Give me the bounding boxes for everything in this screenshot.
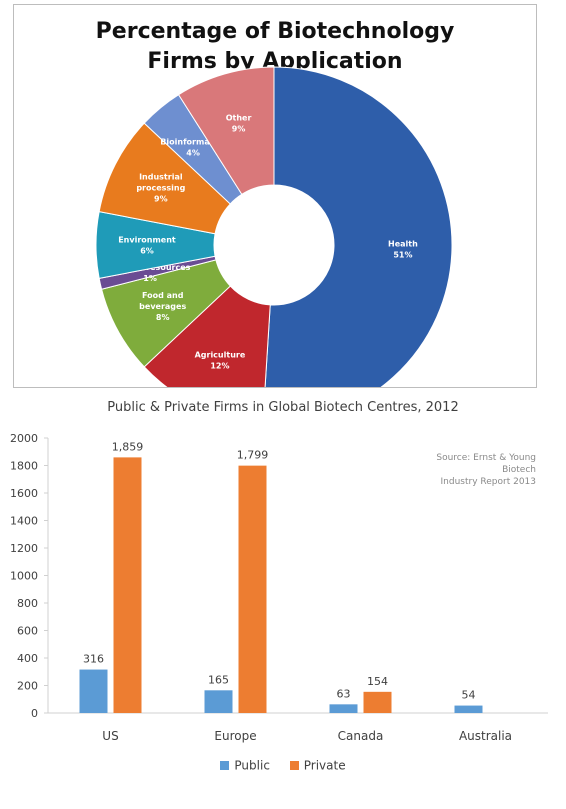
source-annotation: Source: Ernst & Young Biotech Industry R… [408, 452, 536, 488]
source-line-2: Industry Report 2013 [440, 477, 536, 487]
bar-private-europe [238, 465, 267, 713]
y-tick-label-0: 0 [31, 707, 38, 720]
data-label-public-canada: 63 [337, 687, 351, 700]
data-label-public-us: 316 [83, 653, 104, 666]
donut-title-line-1: Percentage of Biotechnology [95, 19, 455, 44]
legend-label-private: Private [303, 758, 346, 773]
donut-slice-health [264, 66, 453, 387]
donut-chart-title: Percentage of Biotechnology Firms by App… [14, 17, 536, 77]
data-label-public-australia: 54 [462, 689, 476, 702]
y-tick-label-200: 200 [17, 680, 38, 693]
y-tick-label-600: 600 [17, 625, 38, 638]
bar-public-australia [454, 705, 483, 713]
y-tick-label-1800: 1800 [10, 460, 38, 473]
donut-label-environment: Environment 6% [118, 236, 176, 256]
x-tick-label-us: US [102, 729, 118, 743]
donut-label-bioinformatics: Bioinformatics 4% [160, 138, 226, 158]
y-tick-label-1200: 1200 [10, 542, 38, 555]
legend-label-public: Public [234, 758, 270, 773]
bar-chart-title: Public & Private Firms in Global Biotech… [107, 400, 459, 415]
donut-slice-other [177, 66, 275, 196]
y-tick-label-1000: 1000 [10, 570, 38, 583]
bar-public-canada [329, 704, 358, 713]
donut-chart-panel: Percentage of Biotechnology Firms by App… [13, 4, 537, 388]
data-label-private-us: 1,859 [112, 440, 144, 453]
donut-label-agriculture: Agriculture 12% [195, 350, 246, 370]
data-label-private-canada: 154 [367, 675, 388, 688]
x-tick-label-canada: Canada [338, 729, 384, 743]
bar-public-europe [204, 690, 233, 713]
y-tick-label-1400: 1400 [10, 515, 38, 528]
legend-item-public: Public [220, 758, 270, 773]
x-tick-label-australia: Australia [459, 729, 512, 743]
donut-label-industrial-processing: Industrial processing 9% [136, 172, 185, 203]
bar-chart: 0 200 400 600 800 1000 1200 1400 1600 1800 2000 316… [10, 432, 548, 743]
bar-private-canada [363, 691, 392, 713]
y-tick-label-800: 800 [17, 597, 38, 610]
legend-item-private: Private [289, 758, 346, 773]
donut-chart: Health 51% Agriculture 12% Food and beverages… [95, 66, 453, 387]
donut-label-health: Health 51% [388, 240, 418, 260]
y-tick-label-2000: 2000 [10, 432, 38, 445]
data-label-private-europe: 1,799 [237, 449, 269, 462]
bar-chart-legend: Public Private [0, 758, 566, 773]
y-tick-label-1600: 1600 [10, 487, 38, 500]
legend-swatch-private [289, 761, 299, 770]
bar-private-us [113, 457, 142, 713]
source-line-1: Source: Ernst & Young Biotech [436, 453, 536, 475]
donut-label-food-and-beverages: Food and beverages 8% [139, 291, 186, 322]
legend-swatch-public [220, 761, 230, 770]
bar-public-us [79, 669, 108, 713]
donut-label-other: Other 9% [226, 114, 252, 134]
donut-slice-agriculture [143, 285, 271, 387]
x-tick-label-europe: Europe [214, 729, 256, 743]
data-label-public-europe: 165 [208, 673, 229, 686]
y-tick-label-400: 400 [17, 652, 38, 665]
